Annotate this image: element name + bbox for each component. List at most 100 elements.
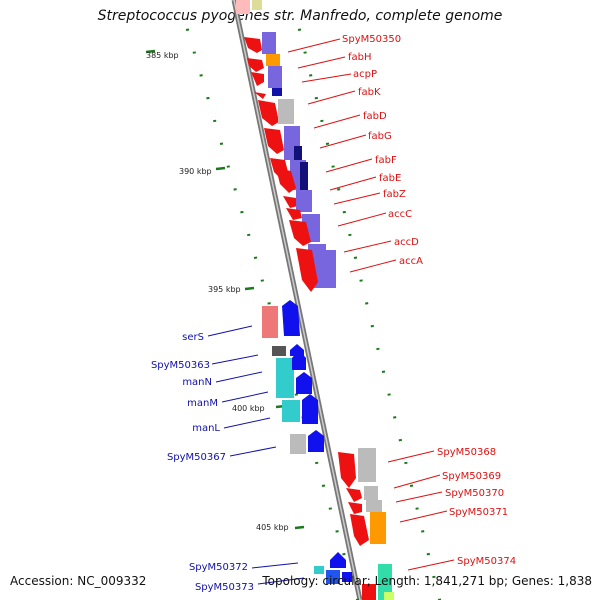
label-SpyM50367[interactable]: SpyM50367 bbox=[167, 452, 226, 463]
label-fabH[interactable]: fabH bbox=[348, 52, 372, 63]
gene-arrow-acpP[interactable] bbox=[251, 72, 264, 86]
label-acpP[interactable]: acpP bbox=[353, 69, 377, 80]
minor-tick bbox=[185, 28, 190, 31]
callout-line bbox=[349, 259, 397, 273]
genome-backbone-highlight bbox=[233, 0, 361, 600]
gene-arrow-SpyM50372[interactable] bbox=[330, 552, 346, 568]
protein-block-SpyM50372[interactable] bbox=[314, 566, 324, 574]
label-accD[interactable]: accD bbox=[394, 237, 419, 248]
minor-tick bbox=[331, 165, 335, 168]
callout-line bbox=[207, 325, 253, 337]
label-fabG[interactable]: fabG bbox=[368, 131, 392, 142]
label-SpyM50350[interactable]: SpyM50350 bbox=[342, 34, 401, 45]
minor-tick bbox=[359, 279, 363, 282]
protein-block-SpyM50371[interactable] bbox=[370, 512, 386, 544]
minor-tick bbox=[432, 575, 436, 579]
protein-block-SpyM50374[interactable] bbox=[378, 564, 392, 600]
label-accA[interactable]: accA bbox=[399, 256, 423, 267]
gene-arrow-manN[interactable] bbox=[296, 372, 312, 394]
gene-arrow-SpyM50350[interactable] bbox=[244, 37, 262, 53]
minor-tick bbox=[415, 507, 419, 510]
gene-arrow-SpyM50367[interactable] bbox=[308, 430, 324, 452]
scale-label-405: 405 kbp bbox=[256, 523, 289, 532]
protein-domain-SpyM50374 bbox=[384, 592, 394, 600]
minor-tick bbox=[426, 552, 430, 556]
gene-arrow-manM[interactable] bbox=[302, 394, 318, 424]
protein-block-fabZ[interactable] bbox=[296, 190, 312, 212]
protein-block-SpyM50368[interactable] bbox=[358, 448, 376, 482]
label-manM[interactable]: manM bbox=[187, 398, 218, 409]
minor-tick bbox=[267, 302, 271, 305]
gene-arrow-SpyM50374[interactable] bbox=[362, 584, 376, 600]
protein-block-SpyM50373[interactable] bbox=[342, 572, 352, 582]
protein-block-acpP[interactable] bbox=[268, 66, 282, 88]
gene-arrow-accC[interactable] bbox=[286, 208, 302, 220]
label-SpyM50371[interactable]: SpyM50371 bbox=[449, 507, 508, 518]
label-manN[interactable]: manN bbox=[182, 377, 212, 388]
protein-block-fabH[interactable] bbox=[266, 54, 280, 66]
protein-block-manM[interactable] bbox=[282, 400, 300, 422]
callout-line bbox=[257, 577, 305, 585]
label-fabE[interactable]: fabE bbox=[379, 173, 401, 184]
minor-tick bbox=[253, 256, 258, 259]
gene-arrow-fabD[interactable] bbox=[258, 100, 279, 126]
forward-gene-track bbox=[236, 0, 394, 600]
label-SpyM50368[interactable]: SpyM50368 bbox=[437, 447, 496, 458]
gene-arrow-SpyM50369[interactable] bbox=[346, 488, 362, 502]
minor-tick bbox=[328, 507, 332, 510]
label-serS[interactable]: serS bbox=[182, 332, 204, 343]
protein-block-SpyM50369[interactable] bbox=[364, 486, 378, 500]
gene-arrow-SpyM50370[interactable] bbox=[348, 502, 362, 514]
label-SpyM50369[interactable]: SpyM50369 bbox=[442, 471, 501, 482]
gene-arrow-SpyM50373[interactable] bbox=[326, 570, 340, 584]
label-SpyM50363[interactable]: SpyM50363 bbox=[151, 360, 210, 371]
scale-label-390: 390 kbp bbox=[179, 167, 212, 176]
callout-line bbox=[215, 371, 263, 383]
gene-block bbox=[236, 0, 250, 14]
label-SpyM50370[interactable]: SpyM50370 bbox=[445, 488, 504, 499]
label-SpyM50374[interactable]: SpyM50374 bbox=[457, 556, 516, 567]
minor-tick bbox=[260, 279, 264, 282]
label-manL[interactable]: manL bbox=[192, 423, 220, 434]
gene-arrow-fabE[interactable] bbox=[276, 168, 296, 193]
gene-arrow-fabK[interactable] bbox=[254, 92, 266, 99]
minor-tick bbox=[233, 188, 237, 191]
protein-block-fabK[interactable] bbox=[272, 88, 282, 96]
minor-tick bbox=[387, 393, 391, 396]
gene-arrow-accA[interactable] bbox=[296, 248, 318, 292]
protein-block-SpyM50363[interactable] bbox=[272, 346, 286, 356]
gene-arrow-accD[interactable] bbox=[289, 220, 311, 246]
gene-arrow-fabZ[interactable] bbox=[283, 196, 298, 208]
callout-line bbox=[395, 491, 443, 503]
gene-arrow-SpyM50371[interactable] bbox=[350, 514, 369, 546]
scale-label-385: 385 kbp bbox=[146, 51, 179, 60]
label-SpyM50373[interactable]: SpyM50373 bbox=[195, 582, 254, 593]
label-fabD[interactable]: fabD bbox=[363, 111, 387, 122]
label-fabK[interactable]: fabK bbox=[358, 87, 381, 98]
callout-line bbox=[337, 212, 387, 227]
gene-arrow-serS[interactable] bbox=[282, 300, 300, 336]
minor-tick bbox=[199, 74, 203, 77]
label-fabZ[interactable]: fabZ bbox=[383, 189, 406, 200]
protein-block-SpyM50370[interactable] bbox=[366, 500, 382, 512]
protein-block-fabD[interactable] bbox=[278, 99, 294, 124]
scale-label-395: 395 kbp bbox=[208, 285, 241, 294]
minor-tick bbox=[321, 484, 326, 487]
protein-block-SpyM50350[interactable] bbox=[262, 32, 276, 54]
protein-block-SpyM50367[interactable] bbox=[290, 434, 306, 454]
gene-arrow-fabG[interactable] bbox=[264, 128, 284, 154]
callout-line bbox=[223, 417, 271, 429]
gene-arrow-manL[interactable] bbox=[292, 350, 306, 370]
minor-tick bbox=[342, 552, 346, 556]
protein-block-serS[interactable] bbox=[262, 306, 278, 338]
label-accC[interactable]: accC bbox=[388, 209, 412, 220]
minor-tick bbox=[320, 119, 324, 123]
protein-block-manN[interactable] bbox=[276, 358, 294, 398]
label-fabF[interactable]: fabF bbox=[375, 155, 397, 166]
gene-arrow-fabH[interactable] bbox=[247, 58, 264, 72]
protein-block-accA[interactable] bbox=[318, 250, 336, 288]
label-SpyM50372[interactable]: SpyM50372 bbox=[189, 562, 248, 573]
callout-line bbox=[343, 240, 392, 253]
minor-tick bbox=[213, 119, 217, 123]
gene-arrow-SpyM50368[interactable] bbox=[338, 452, 356, 488]
